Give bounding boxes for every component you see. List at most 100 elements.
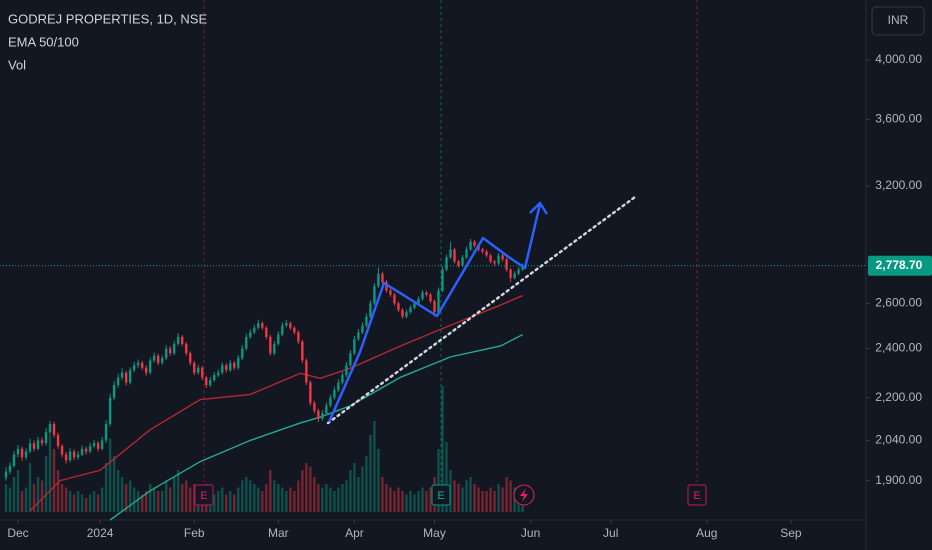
candle-body: [84, 448, 88, 452]
volume-bar: [257, 487, 260, 512]
candle-body: [325, 405, 328, 414]
volume-bar: [429, 487, 432, 512]
volume-bar: [96, 494, 100, 512]
volume-bar: [8, 487, 12, 512]
dividend-marker[interactable]: [513, 484, 535, 506]
candle-body: [100, 440, 104, 449]
event-box[interactable]: [194, 484, 214, 506]
candle-body: [241, 348, 244, 359]
volume-bar: [413, 494, 416, 512]
candle-body: [277, 334, 280, 344]
volume-bar: [32, 484, 36, 512]
event-marker[interactable]: E: [194, 484, 214, 506]
x-tick-label: Jun: [521, 526, 540, 540]
volume-bar: [76, 491, 80, 512]
lightning-icon[interactable]: [520, 488, 528, 502]
candle-body: [56, 434, 60, 446]
candle-body: [333, 390, 336, 398]
volume-bar: [128, 480, 132, 512]
candle-body: [144, 367, 148, 373]
event-marker[interactable]: E: [687, 484, 707, 506]
candle-body: [108, 397, 112, 425]
candle-body: [140, 362, 144, 368]
y-tick-label: 3,200.00: [875, 178, 922, 192]
candle-body: [209, 380, 212, 386]
x-tick-label: Mar: [268, 526, 289, 540]
candle-body: [489, 255, 492, 262]
volume-bar: [309, 466, 312, 512]
volume-bar: [373, 421, 376, 512]
volume-bar: [88, 494, 92, 512]
candle-body: [393, 294, 396, 304]
volume-bar: [289, 487, 292, 512]
volume-bar: [56, 470, 60, 512]
candle-body: [233, 362, 236, 368]
last-price-label: 2,778.70: [876, 258, 923, 272]
volume-bar: [437, 449, 440, 512]
volume-bar: [237, 487, 240, 512]
candle-body: [205, 377, 208, 386]
candle-body: [257, 323, 260, 328]
candle-body: [485, 251, 488, 256]
volume-bar: [333, 491, 336, 512]
volume-bar: [92, 491, 96, 512]
volume-bar: [261, 491, 264, 512]
currency-button[interactable]: [871, 6, 925, 36]
volume-bar: [485, 491, 488, 512]
candle-body: [52, 424, 56, 435]
plot: [4, 238, 524, 521]
volume-bar: [321, 487, 324, 512]
candle-body: [493, 261, 496, 264]
last-price-box: [868, 255, 932, 276]
volume-bar: [185, 480, 188, 512]
candle-body: [457, 261, 460, 266]
volume-bar: [249, 480, 252, 512]
volume-bar: [172, 477, 176, 512]
candle-body: [72, 451, 76, 458]
volume-bar: [193, 484, 196, 512]
candle-body: [213, 375, 216, 381]
candle-body: [285, 323, 288, 326]
volume-bar: [144, 491, 148, 512]
candle-body: [88, 445, 92, 452]
candle-body: [301, 341, 304, 361]
event-box[interactable]: [687, 484, 707, 506]
volume-bar: [60, 484, 64, 512]
candle-body: [441, 269, 444, 291]
volume-bar: [501, 487, 504, 512]
volume-bar: [124, 484, 128, 512]
volume-bar: [329, 487, 332, 512]
candle-body: [229, 362, 232, 371]
candle-body: [261, 323, 264, 328]
event-label[interactable]: E: [693, 490, 700, 502]
candle-body: [461, 257, 464, 266]
ema-line: [29, 294, 523, 512]
event-marker[interactable]: E: [431, 484, 451, 506]
volume-bar: [12, 477, 16, 512]
candle-body: [44, 432, 48, 444]
volume-bar: [353, 463, 356, 512]
currency-label[interactable]: INR: [888, 13, 909, 27]
volume-bar: [168, 487, 172, 512]
volume-bar: [164, 480, 168, 512]
candle-body: [80, 448, 84, 455]
candle-body: [132, 365, 136, 371]
candle-body: [20, 448, 24, 458]
candle-body: [293, 327, 296, 333]
event-box[interactable]: [431, 484, 451, 506]
candle-body: [469, 241, 472, 250]
ema-line: [109, 333, 523, 521]
volume-bar: [84, 498, 88, 512]
volume-bar: [313, 477, 316, 512]
event-label[interactable]: E: [200, 490, 207, 502]
candle-body: [369, 303, 372, 317]
volume-bar: [361, 466, 364, 512]
event-label[interactable]: E: [437, 490, 444, 502]
candle-body: [177, 336, 180, 344]
x-tick-label: Apr: [345, 526, 364, 540]
volume-bar: [293, 491, 296, 512]
volume-bar: [461, 487, 464, 512]
volume-bar: [509, 480, 512, 512]
candle-body: [497, 255, 500, 264]
volume-bar: [156, 491, 160, 512]
